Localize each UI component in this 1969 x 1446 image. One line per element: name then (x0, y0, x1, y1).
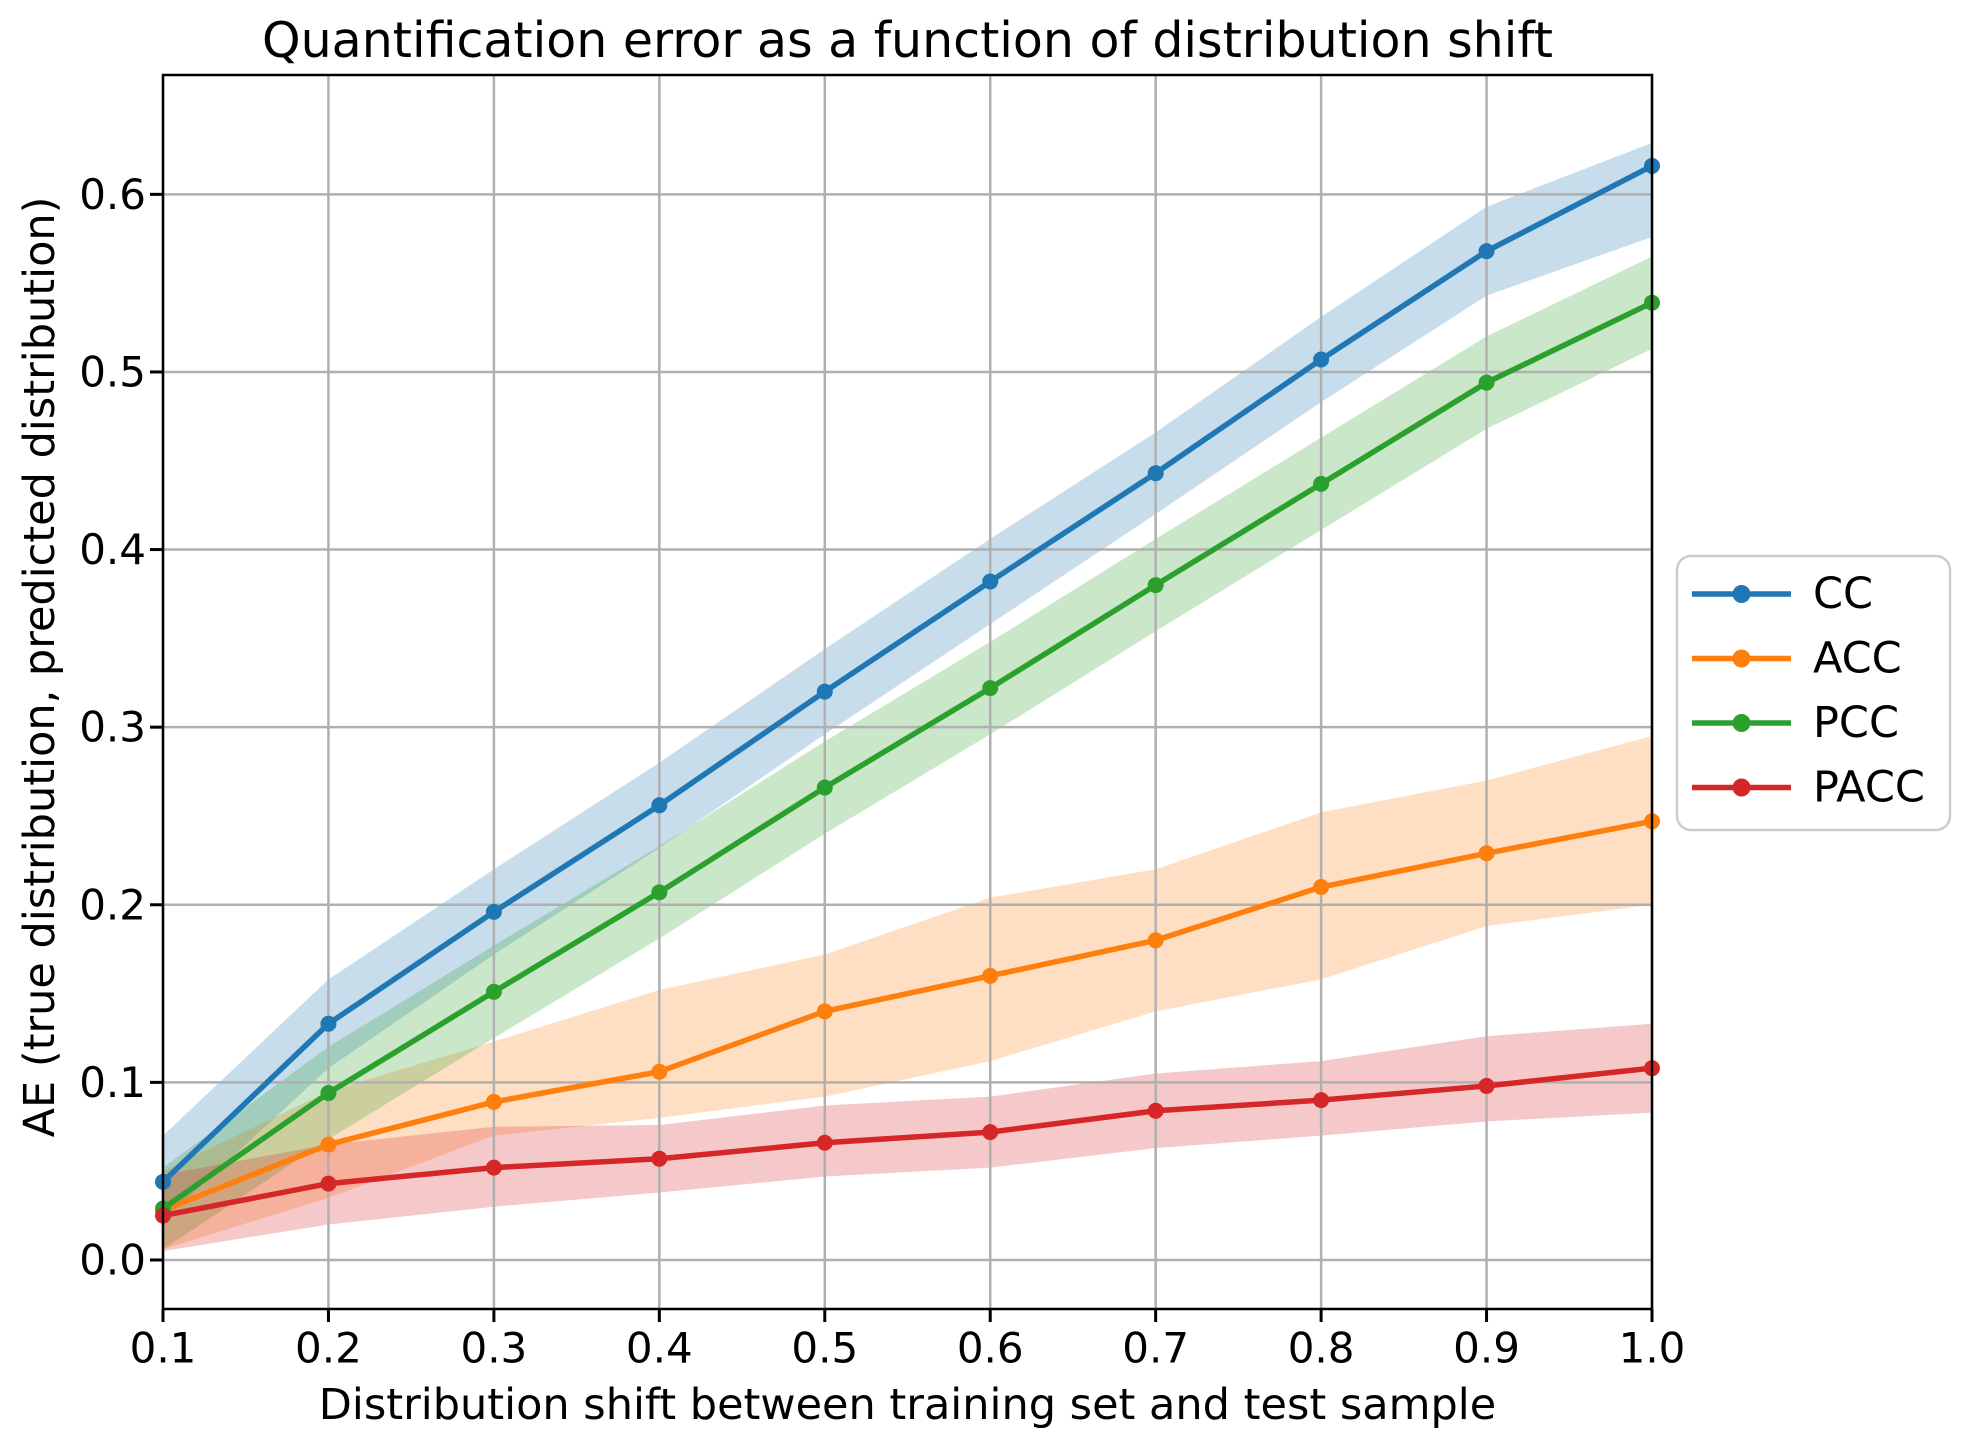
plot-border (161, 73, 1654, 1311)
y-tick-label: 0.4 (79, 525, 146, 574)
legend-item-acc: ACC (1692, 634, 1902, 684)
legend-marker-acc (1732, 649, 1751, 668)
y-tick-label: 0.1 (79, 1058, 146, 1107)
data-point-pacc (1147, 1102, 1164, 1119)
data-point-pcc (651, 884, 668, 901)
x-tick-label: 0.2 (295, 1324, 362, 1373)
x-tick-label: 0.5 (791, 1324, 858, 1373)
data-point-cc (651, 797, 668, 814)
data-point-pacc (651, 1150, 668, 1167)
data-point-pcc (1313, 475, 1330, 492)
data-point-pcc (485, 983, 502, 1000)
data-point-cc (320, 1015, 337, 1032)
legend-marker-pacc (1732, 778, 1751, 797)
series-band-pcc (163, 256, 1652, 1250)
y-tick-label: 0.2 (79, 880, 146, 929)
legend-label: PCC (1813, 698, 1899, 748)
data-point-pacc (320, 1175, 337, 1192)
data-point-acc (1147, 932, 1164, 949)
data-point-pcc (982, 680, 999, 697)
data-point-acc (320, 1136, 337, 1153)
data-point-pacc (1313, 1092, 1330, 1109)
data-point-pcc (1147, 577, 1164, 594)
series-line-cc (160, 163, 1655, 1185)
legend-item-pcc: PCC (1692, 698, 1899, 748)
data-point-acc (816, 1003, 833, 1020)
y-tick-label: 0.5 (79, 347, 146, 396)
data-point-pacc (485, 1159, 502, 1176)
data-point-acc (485, 1093, 502, 1110)
legend: CC ACC PCC PACC (1675, 554, 1952, 832)
legend-label: CC (1813, 569, 1873, 619)
x-tick-label: 0.9 (1453, 1324, 1520, 1373)
data-point-pcc (1478, 374, 1495, 391)
chart-title: Quantification error as a function of di… (262, 12, 1553, 69)
x-tick-label: 0.1 (130, 1324, 197, 1373)
x-tick-label: 0.8 (1288, 1324, 1355, 1373)
x-axis-label: Distribution shift between training set … (319, 1380, 1496, 1430)
legend-item-cc: CC (1692, 569, 1873, 619)
legend-label: PACC (1813, 763, 1925, 813)
data-point-cc (485, 903, 502, 920)
data-point-acc (651, 1063, 668, 1080)
data-point-acc (1313, 879, 1330, 896)
legend-marker-pcc (1732, 714, 1751, 732)
data-point-pcc (816, 779, 833, 796)
data-point-cc (982, 573, 999, 590)
y-axis-label: AE (true distribution, predicted distrib… (15, 197, 65, 1138)
data-point-acc (982, 967, 999, 984)
y-tick-label: 0.6 (79, 170, 146, 219)
x-tick-label: 0.4 (626, 1324, 693, 1373)
data-point-cc (816, 683, 833, 700)
data-point-acc (1478, 845, 1495, 862)
x-tick-label: 0.6 (957, 1324, 1024, 1373)
data-point-pacc (816, 1134, 833, 1151)
x-tick-label: 1.0 (1619, 1324, 1686, 1373)
data-point-pcc (320, 1085, 337, 1102)
data-point-cc (1478, 243, 1495, 260)
y-tick-label: 0.0 (79, 1235, 146, 1284)
y-tick-label: 0.3 (79, 703, 146, 752)
series-line-pcc (160, 299, 1655, 1212)
legend-marker-cc (1732, 585, 1751, 603)
data-point-pacc (982, 1124, 999, 1141)
data-point-cc (1147, 465, 1164, 482)
data-point-cc (1313, 351, 1330, 368)
x-tick-label: 0.3 (460, 1324, 527, 1373)
series-band-cc (163, 142, 1652, 1221)
legend-item-pacc: PACC (1692, 763, 1925, 813)
data-point-pacc (1478, 1077, 1495, 1094)
series-line-pacc (160, 1065, 1655, 1219)
x-tick-label: 0.7 (1122, 1324, 1189, 1373)
legend-label: ACC (1813, 634, 1902, 684)
series-line-acc (160, 818, 1655, 1214)
legend-box (1675, 554, 1952, 832)
